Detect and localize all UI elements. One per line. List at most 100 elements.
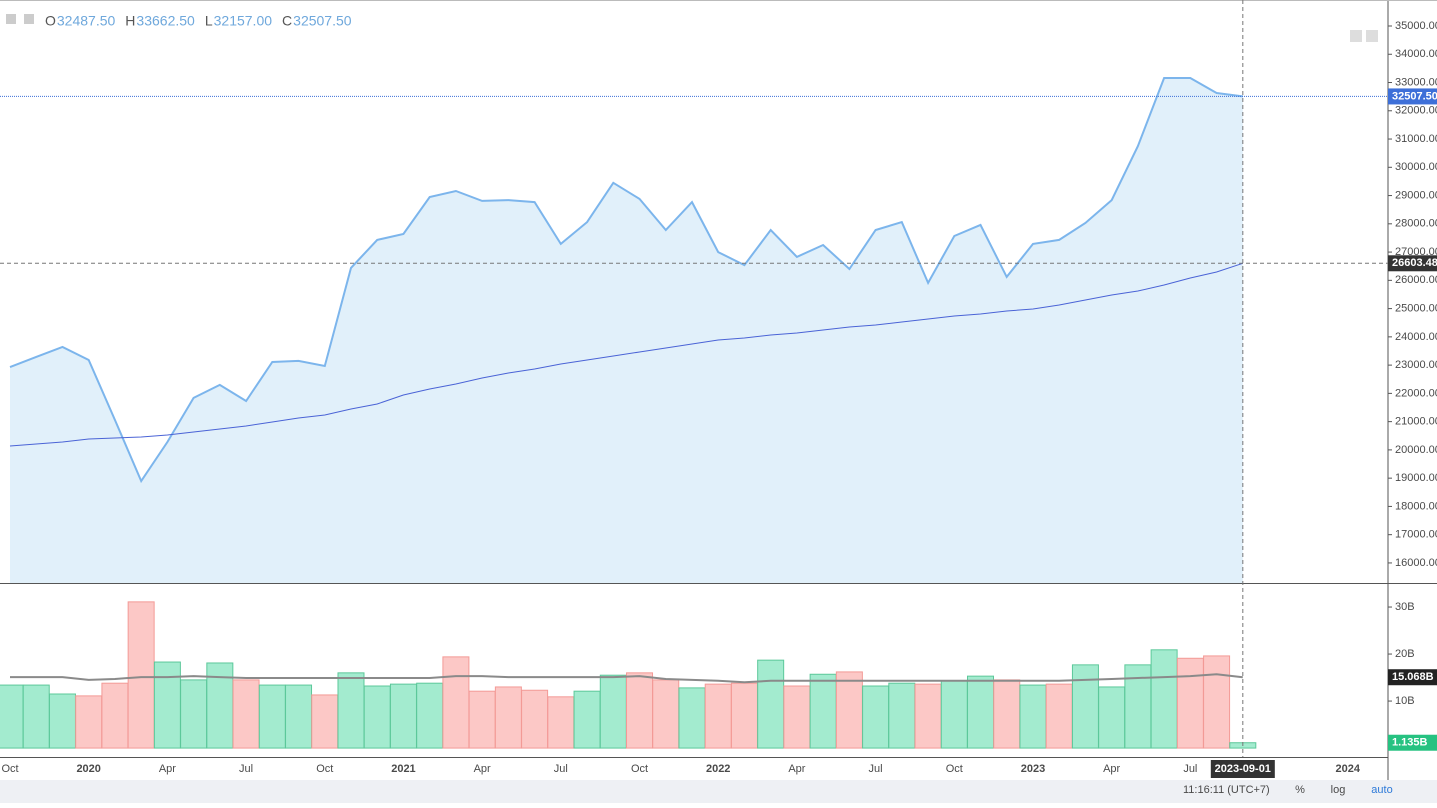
volume-bar bbox=[573, 690, 601, 749]
scroll-icon[interactable] bbox=[1366, 30, 1378, 42]
y-tick-label: 27000.00 bbox=[1395, 246, 1437, 258]
volume-bar bbox=[993, 679, 1021, 749]
volume-bar bbox=[180, 679, 208, 749]
volume-bar bbox=[914, 683, 942, 749]
x-tick-label: 2023 bbox=[1021, 763, 1045, 775]
volume-bar bbox=[940, 680, 968, 749]
volume-bar bbox=[599, 674, 627, 749]
y-tick-label: 34000.00 bbox=[1395, 48, 1437, 60]
legend-value: 32487.50 bbox=[57, 13, 116, 29]
legend-key: C bbox=[282, 13, 292, 29]
x-tick-label: Apr bbox=[1103, 763, 1120, 775]
x-tick-label: Apr bbox=[159, 763, 176, 775]
legend-value: 32157.00 bbox=[214, 13, 273, 29]
area-fill bbox=[10, 78, 1243, 583]
status-bar bbox=[0, 780, 1437, 803]
volume-bar bbox=[1098, 686, 1126, 749]
volume-bar bbox=[232, 679, 260, 749]
x-tick-label: Oct bbox=[1, 763, 18, 775]
volume-bar bbox=[153, 661, 181, 749]
volume-bar bbox=[626, 672, 654, 749]
volume-bar bbox=[127, 601, 155, 749]
x-tick-label: Jul bbox=[1183, 763, 1197, 775]
volume-bar bbox=[337, 672, 365, 749]
volume-bar bbox=[862, 685, 890, 749]
y-tick-label: 16000.00 bbox=[1395, 557, 1437, 569]
settings-icon[interactable] bbox=[24, 14, 34, 24]
y-tick-label: 35000.00 bbox=[1395, 20, 1437, 32]
volume-bar bbox=[0, 684, 24, 749]
log-button[interactable]: log bbox=[1331, 784, 1346, 796]
volume-bar bbox=[757, 659, 785, 749]
volume-bar bbox=[730, 682, 758, 749]
y-tick-label: 19000.00 bbox=[1395, 472, 1437, 484]
volume-bar bbox=[1071, 664, 1099, 749]
y-tick-label: 24000.00 bbox=[1395, 331, 1437, 343]
volume-bar bbox=[363, 685, 391, 749]
y-tick-label: 29000.00 bbox=[1395, 189, 1437, 201]
y-tick-label: 20000.00 bbox=[1395, 444, 1437, 456]
volume-bar bbox=[704, 683, 732, 749]
plot bbox=[0, 77, 1257, 749]
volume-bar bbox=[442, 656, 470, 749]
y-tick-label: 22000.00 bbox=[1395, 387, 1437, 399]
x-tick-label: Oct bbox=[316, 763, 333, 775]
volume-bar bbox=[22, 684, 50, 749]
x-tick-label: Apr bbox=[788, 763, 805, 775]
y-tick-label: 23000.00 bbox=[1395, 359, 1437, 371]
y-tick-label: 10B bbox=[1395, 695, 1415, 707]
x-tick-label: 2020 bbox=[76, 763, 100, 775]
volume-bar bbox=[468, 690, 496, 749]
x-tick-label: 2021 bbox=[391, 763, 415, 775]
legend-key: L bbox=[205, 13, 213, 29]
volume-bar bbox=[678, 687, 706, 749]
volume-bar bbox=[48, 693, 76, 749]
x-tick-label: 2022 bbox=[706, 763, 730, 775]
volume-badge bbox=[1388, 734, 1437, 751]
y-tick-label: 17000.00 bbox=[1395, 529, 1437, 541]
legend-value: 33662.50 bbox=[136, 13, 195, 29]
legend-key: O bbox=[45, 13, 56, 29]
volume-bar bbox=[1176, 657, 1204, 749]
y-tick-label: 20B bbox=[1395, 648, 1415, 660]
y-tick-label: 31000.00 bbox=[1395, 133, 1437, 145]
volume-bar bbox=[285, 684, 313, 749]
line bbox=[9, 77, 1243, 484]
y-tick-label: 28000.00 bbox=[1395, 218, 1437, 230]
legend-key: H bbox=[125, 13, 135, 29]
volume-bar bbox=[258, 684, 286, 749]
y-tick-label: 30B bbox=[1395, 601, 1415, 613]
volume-bar bbox=[888, 682, 916, 749]
volume-bar bbox=[652, 679, 680, 749]
volume-bar bbox=[206, 662, 234, 749]
volume-bar bbox=[835, 671, 863, 749]
x-tick-label: Oct bbox=[631, 763, 648, 775]
volume-bar bbox=[75, 695, 103, 749]
volume-bar bbox=[1150, 649, 1178, 749]
volume-bar bbox=[494, 686, 522, 749]
y-tick-label: 32000.00 bbox=[1395, 105, 1437, 117]
price-badge bbox=[1388, 255, 1437, 272]
volume-bar bbox=[416, 682, 444, 749]
volume-bar bbox=[1019, 684, 1047, 749]
clock: 11:16:11 (UTC+7) bbox=[1183, 784, 1270, 796]
x-tick-label: Oct bbox=[946, 763, 963, 775]
percent-button[interactable]: % bbox=[1295, 784, 1305, 796]
x-tick-label: 2024 bbox=[1335, 763, 1360, 775]
volume-bar bbox=[101, 682, 129, 749]
volume-ma bbox=[10, 673, 1243, 684]
volume-badge-label: 1.135B bbox=[1392, 737, 1428, 749]
x-tick-label: Jul bbox=[869, 763, 883, 775]
auto-button[interactable]: auto bbox=[1371, 784, 1392, 796]
volume-bar bbox=[1203, 655, 1231, 749]
y-tick-label: 33000.00 bbox=[1395, 76, 1437, 88]
x-tick-label: Jul bbox=[239, 763, 253, 775]
scroll-icon[interactable] bbox=[1350, 30, 1362, 42]
settings-icon[interactable] bbox=[6, 14, 16, 24]
price-badge bbox=[1388, 88, 1437, 105]
volume-bar bbox=[521, 689, 549, 749]
volume-badge-label: 15.068B bbox=[1392, 671, 1434, 683]
crosshair-label: 2023-09-01 bbox=[1215, 763, 1271, 775]
